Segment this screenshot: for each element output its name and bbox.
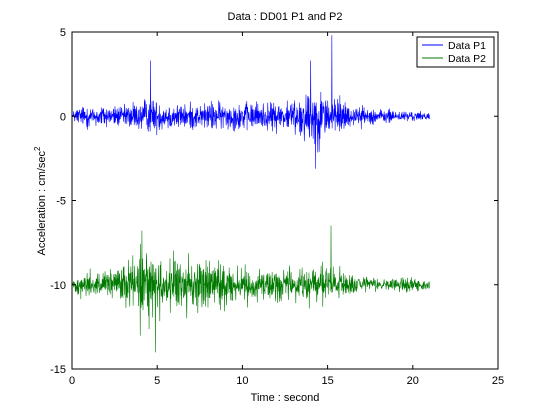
series-layer — [71, 35, 431, 353]
series-line-data-p1 — [71, 35, 431, 169]
plot-area — [71, 31, 499, 370]
y-tick-label: -5 — [56, 196, 66, 208]
x-tick-label: 20 — [407, 375, 419, 387]
y-tick-label: -10 — [50, 280, 66, 292]
y-tick-label: 0 — [60, 111, 66, 123]
x-tick-label: 5 — [154, 375, 160, 387]
y-tick-label: -15 — [50, 364, 66, 376]
legend: Data P1 Data P2 — [416, 36, 495, 68]
y-tick-label: 5 — [60, 27, 66, 39]
x-tick-label: 10 — [236, 375, 248, 387]
series-line-data-p2 — [71, 225, 431, 353]
x-tick-label: 0 — [69, 375, 75, 387]
legend-label-data-p1: Data P1 — [448, 40, 486, 52]
legend-box — [416, 36, 495, 68]
x-axis-label: Time : second — [251, 392, 320, 404]
y-axis-label-text: Acceleration : cm/sec — [36, 150, 48, 255]
chart-title: Data : DD01 P1 and P2 — [228, 11, 343, 23]
y-axis-label-superscript: 2 — [33, 146, 42, 151]
x-tick-label: 25 — [492, 375, 504, 387]
x-tick-label: 15 — [321, 375, 333, 387]
ticks-layer: 0 5 10 15 20 25 -15 -10 -5 0 5 — [50, 27, 504, 387]
y-axis-label: Acceleration : cm/sec2 — [33, 146, 48, 256]
legend-label-data-p2: Data P2 — [448, 53, 486, 65]
